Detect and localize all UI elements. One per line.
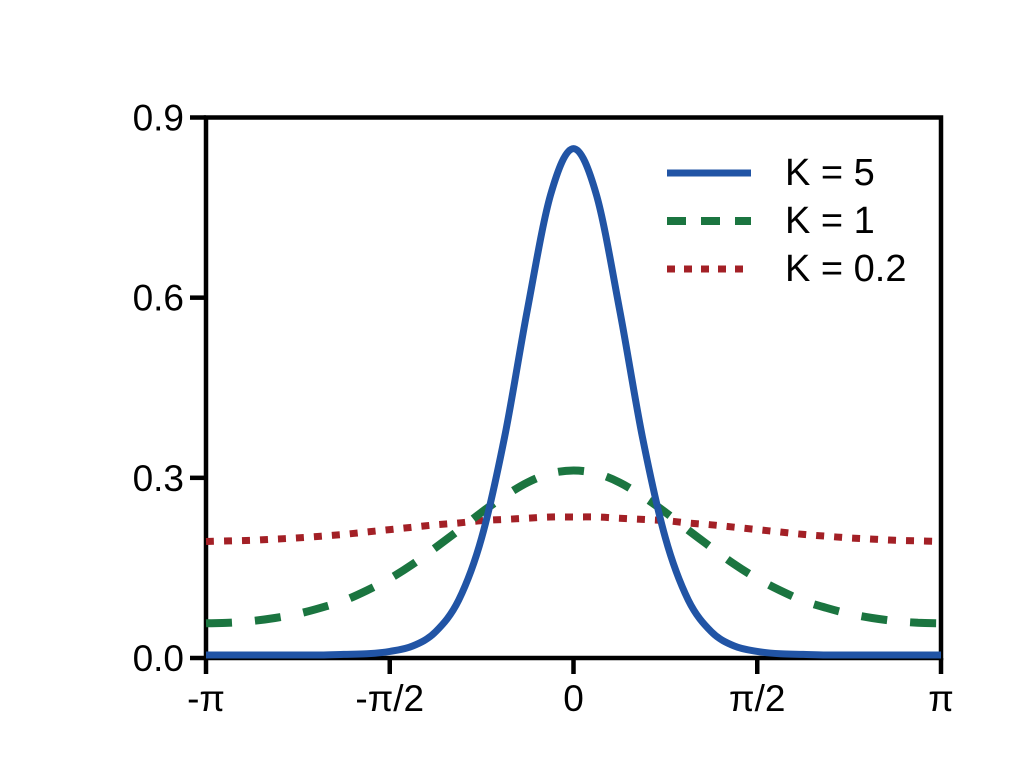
series-line-k-0.2 <box>205 513 942 545</box>
series-line-k-1 <box>205 466 942 628</box>
legend-item-k1: K = 1 <box>667 197 906 245</box>
legend-label: K = 0.2 <box>785 248 907 290</box>
legend: K = 5 K = 1 K = 0.2 <box>667 149 906 293</box>
x-tick-label: -π <box>187 678 225 719</box>
x-tick-label: 0 <box>563 678 584 719</box>
x-tick-label: -π/2 <box>355 678 424 719</box>
y-tick-label: 0.3 <box>133 458 184 499</box>
legend-label: K = 1 <box>785 200 875 242</box>
x-tick-label: π/2 <box>729 678 785 719</box>
y-tick-label: 0.9 <box>133 98 184 139</box>
legend-item-k02: K = 0.2 <box>667 245 906 293</box>
legend-item-k5: K = 5 <box>667 149 906 197</box>
legend-line-sample-dashed <box>667 217 751 225</box>
legend-line-sample-solid <box>667 169 751 177</box>
legend-line-sample-dotted <box>667 265 751 273</box>
y-tick-label: 0.6 <box>133 278 184 319</box>
series-line-k-5 <box>206 145 941 659</box>
y-tick-label: 0.0 <box>133 638 184 679</box>
x-tick-label: π <box>928 678 954 719</box>
legend-label: K = 5 <box>785 152 875 194</box>
